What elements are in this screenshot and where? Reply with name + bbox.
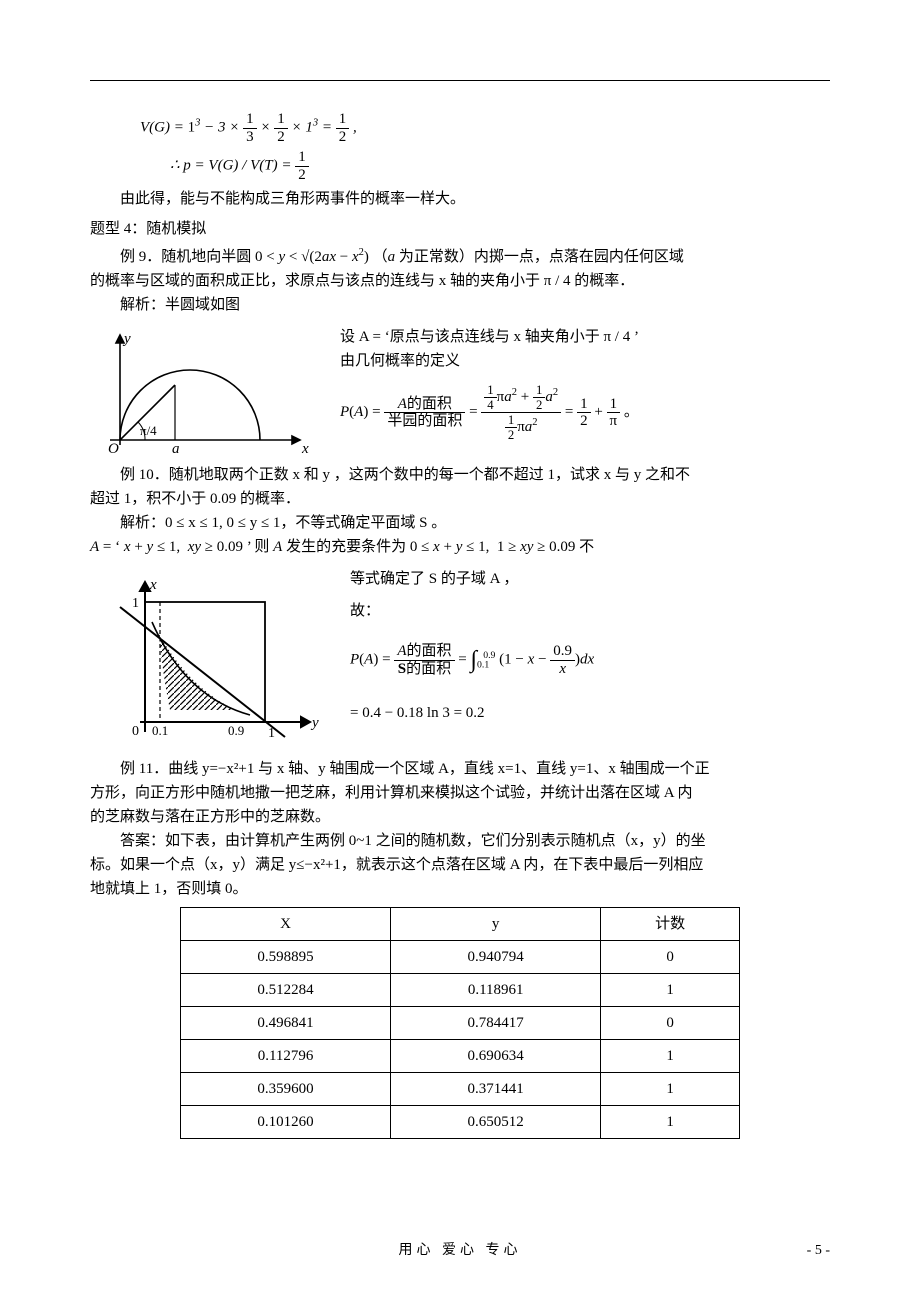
- table-cell: 0.112796: [181, 1040, 391, 1073]
- equation-vg: V(G) = 13 − 3 × 13 × 12 × 13 = 12 ,: [140, 111, 830, 145]
- example-9-line2: 的概率与区域的面积成正比，求原点与该点的连线与 x 轴的夹角小于 π / 4 的…: [90, 269, 830, 293]
- table-cell: 0.598895: [181, 941, 391, 974]
- table-header: 计数: [601, 908, 740, 941]
- example-9-analysis: 解析：半圆域如图: [90, 293, 830, 317]
- table-header: X: [181, 908, 391, 941]
- table-cell: 0: [601, 941, 740, 974]
- table-cell: 0.101260: [181, 1106, 391, 1139]
- fig2-label-p1: 0.1: [152, 723, 168, 738]
- table-cell: 0.118961: [391, 974, 601, 1007]
- table-cell: 0: [601, 1007, 740, 1040]
- ex9-geo: 由几何概率的定义: [340, 349, 639, 373]
- example-10-line2: 超过 1，积不小于 0.09 的概率．: [90, 487, 830, 511]
- ex9-formula: P(A) = A的面积半园的面积 = 14πa2 + 12a2 12πa2 = …: [340, 383, 639, 442]
- table-row: 0.1127960.6906341: [181, 1040, 740, 1073]
- table-cell: 1: [601, 1073, 740, 1106]
- fig1-label-y: y: [122, 331, 131, 347]
- fig1-label-a: a: [172, 441, 180, 455]
- example-10-line1: 例 10．随机地取两个正数 x 和 y ，这两个数中的每一个都不超过 1，试求 …: [90, 463, 830, 487]
- figure-2-row: x y 0 0.1 0.9 1 1 等式确定了 S 的子域 A ， 故： P(A…: [90, 567, 830, 747]
- ex10-hence: 故：: [350, 599, 594, 623]
- table-cell: 0.940794: [391, 941, 601, 974]
- figure-semicircle: y x O a π/4: [90, 325, 320, 455]
- table-cell: 0.496841: [181, 1007, 391, 1040]
- ex9-setA: 设 A = ‘原点与该点连线与 x 轴夹角小于 π / 4 ’: [340, 325, 639, 349]
- table-cell: 0.784417: [391, 1007, 601, 1040]
- table-cell: 1: [601, 1040, 740, 1073]
- fig2-label-1x: 1: [268, 726, 275, 741]
- table-header: y: [391, 908, 601, 941]
- simulation-table: X y 计数 0.5988950.9407940 0.5122840.11896…: [180, 907, 740, 1139]
- example-11-a3: 地就填上 1，否则填 0。: [90, 877, 830, 901]
- table-cell: 0.650512: [391, 1106, 601, 1139]
- table-cell: 0.690634: [391, 1040, 601, 1073]
- ex10-result: = 0.4 − 0.18 ln 3 = 0.2: [350, 701, 594, 725]
- table-row: 0.3596000.3714411: [181, 1073, 740, 1106]
- table-cell: 1: [601, 974, 740, 1007]
- figure-1-text: 设 A = ‘原点与该点连线与 x 轴夹角小于 π / 4 ’ 由几何概率的定义…: [320, 325, 639, 442]
- example-11-a2: 标。如果一个点（x，y）满足 y≤−x²+1，就表示这个点落在区域 A 内，在下…: [90, 853, 830, 877]
- example-11-p2: 方形，向正方形中随机地撒一把芝麻，利用计算机来模拟这个试验，并统计出落在区域 A…: [90, 781, 830, 805]
- figure-region: x y 0 0.1 0.9 1 1: [90, 567, 330, 747]
- fig1-label-o: O: [108, 441, 119, 455]
- page-number: - 5 -: [807, 1240, 830, 1262]
- table-cell: 0.371441: [391, 1073, 601, 1106]
- table-row: 0.5988950.9407940: [181, 941, 740, 974]
- example-11-a1: 答案：如下表，由计算机产生两例 0~1 之间的随机数，它们分别表示随机点（x，y…: [90, 829, 830, 853]
- ex10-sub: 等式确定了 S 的子域 A ，: [350, 567, 594, 591]
- fig2-label-1y: 1: [132, 596, 139, 611]
- table-row: 0.4968410.7844170: [181, 1007, 740, 1040]
- table-row: 0.5122840.1189611: [181, 974, 740, 1007]
- section-4-title: 题型 4：随机模拟: [90, 217, 830, 241]
- example-11-p1: 例 11．曲线 y=−x²+1 与 x 轴、y 轴围成一个区域 A，直线 x=1…: [90, 757, 830, 781]
- fig1-label-x: x: [301, 441, 309, 455]
- page-content: V(G) = 13 − 3 × 13 × 12 × 13 = 12 , ∴ p …: [0, 0, 920, 1302]
- example-9-line1: 例 9．随机地向半圆 0 < y < √(2ax − x2) （a 为正常数）内…: [90, 245, 830, 269]
- fig2-label-y: x: [149, 577, 157, 593]
- table-cell: 0.512284: [181, 974, 391, 1007]
- fig2-label-p9: 0.9: [228, 723, 244, 738]
- figure-2-text: 等式确定了 S 的子域 A ， 故： P(A) = A的面积S的面积 = ∫0.…: [330, 567, 594, 725]
- example-10-analysis: 解析：0 ≤ x ≤ 1, 0 ≤ y ≤ 1，不等式确定平面域 S 。: [90, 511, 830, 535]
- table-cell: 0.359600: [181, 1073, 391, 1106]
- table-header-row: X y 计数: [181, 908, 740, 941]
- fig2-label-o: 0: [132, 724, 139, 739]
- example-10-condA: A = ‘ x + y ≤ 1, xy ≥ 0.09 ’ 则 A 发生的充要条件…: [90, 535, 830, 559]
- fig1-label-angle: π/4: [140, 423, 157, 438]
- header-rule: [90, 80, 830, 81]
- ex10-formula: P(A) = A的面积S的面积 = ∫0.10.9 (1 − x − 0.9x)…: [350, 641, 594, 679]
- conclusion-1: 由此得，能与不能构成三角形两事件的概率一样大。: [90, 187, 830, 211]
- table-row: 0.1012600.6505121: [181, 1106, 740, 1139]
- example-11-p3: 的芝麻数与落在正方形中的芝麻数。: [90, 805, 830, 829]
- figure-1-row: y x O a π/4 设 A = ‘原点与该点连线与 x 轴夹角小于 π / …: [90, 325, 830, 455]
- table-cell: 1: [601, 1106, 740, 1139]
- fig2-label-x: y: [310, 715, 319, 731]
- equation-p: ∴ p = V(G) / V(T) = 12: [170, 149, 830, 183]
- page-footer: 用心 爱心 专心: [0, 1240, 920, 1262]
